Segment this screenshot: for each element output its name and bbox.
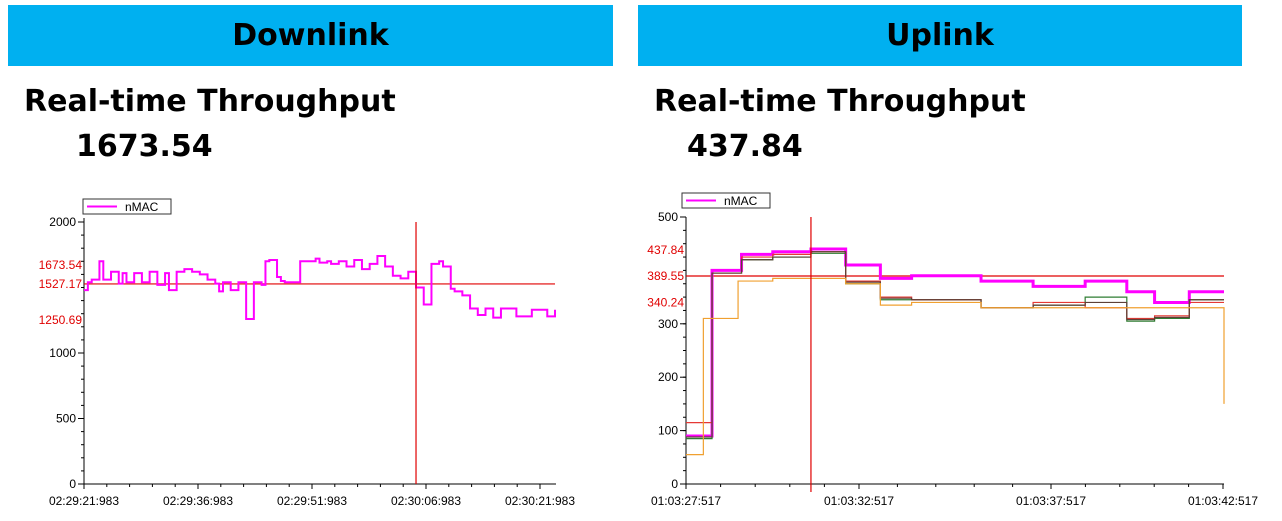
legend-box (82, 198, 172, 215)
y-tick-label: 0 (671, 477, 678, 491)
y-tick-label: 500 (658, 210, 678, 224)
legend: nMAC (681, 192, 771, 209)
x-tick-label: 01:03:32:517 (824, 494, 894, 508)
series-nmac-line (686, 247, 1224, 438)
downlink-title: Downlink (232, 18, 389, 53)
legend-label: nMAC (724, 194, 758, 208)
x-tick-label: 02:30:21:983 (505, 494, 575, 508)
x-tick-label: 01:03:27:517 (651, 494, 721, 508)
x-tick-label: 02:29:51:983 (277, 494, 347, 508)
downlink-throughput-value: 1673.54 (76, 129, 213, 164)
y-tick-label: 0 (69, 477, 76, 491)
series-line-2 (686, 251, 1224, 424)
downlink-throughput-chart: 0 500 1000 2000 1673.54 1527.17 1250.69 02:29:2… (39, 198, 575, 508)
uplink-throughput-value: 437.84 (687, 129, 803, 164)
downlink-banner: Downlink (8, 5, 613, 66)
legend-box (681, 192, 771, 209)
x-tick-label: 02:30:06:983 (391, 494, 461, 508)
reference-value-label: 389.55 (647, 269, 684, 283)
reference-value-label: 1673.54 (39, 258, 83, 272)
uplink-title: Uplink (886, 18, 994, 53)
y-tick-label: 500 (56, 412, 76, 426)
reference-value-label: 437.84 (647, 243, 684, 257)
reference-value-label: 1250.69 (39, 313, 83, 327)
legend: nMAC (82, 198, 172, 215)
y-tick-label: 1000 (49, 346, 76, 360)
downlink-heading: Real-time Throughput (24, 84, 396, 119)
x-tick-label: 02:29:36:983 (163, 494, 233, 508)
legend-label: nMAC (125, 200, 159, 214)
y-tick-label: 2000 (49, 215, 76, 229)
uplink-banner: Uplink (638, 5, 1242, 66)
reference-value-label: 340.24 (647, 295, 684, 309)
y-tick-label: 300 (658, 317, 678, 331)
y-tick-label: 200 (658, 370, 678, 384)
series-line-3 (686, 251, 1224, 438)
series-nmac-line (84, 255, 556, 320)
x-tick-label: 01:03:42:517 (1188, 494, 1258, 508)
x-tick-label: 01:03:37:517 (1016, 494, 1086, 508)
uplink-throughput-chart: 0 100 200 300 500 437.84 389.55 340.24 01:03:27:… (647, 192, 1258, 508)
uplink-heading: Real-time Throughput (654, 84, 1026, 119)
y-tick-label: 100 (658, 424, 678, 438)
x-tick-label: 02:29:21:983 (49, 494, 119, 508)
series-line-4 (686, 277, 1225, 456)
reference-value-label: 1527.17 (39, 277, 83, 291)
